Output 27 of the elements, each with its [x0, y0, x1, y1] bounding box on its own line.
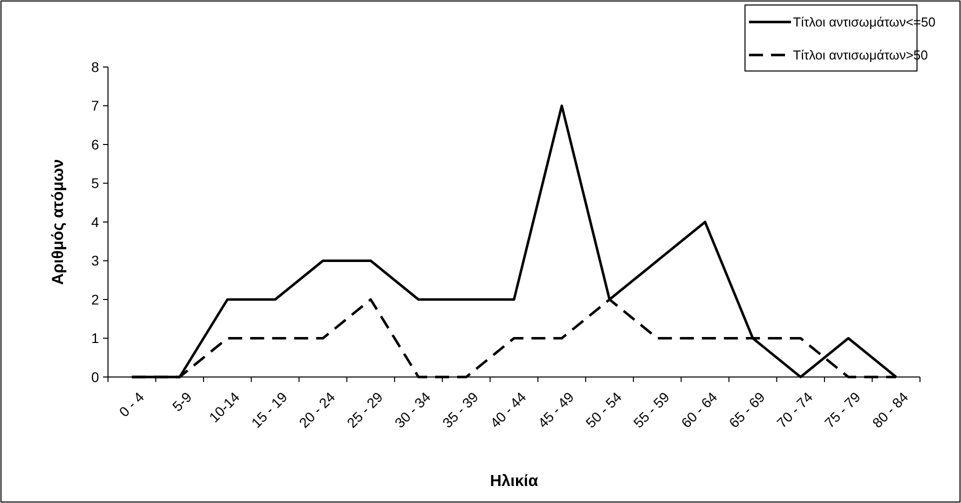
y-tick-label: 8	[91, 58, 100, 75]
y-tick-label: 7	[91, 98, 100, 114]
x-tick-label: 75 - 79	[821, 388, 864, 431]
x-tick-label: 25 - 29	[344, 388, 386, 431]
x-axis-title: Ηλικία	[490, 473, 538, 490]
x-tick-label: 30 - 34	[391, 388, 434, 431]
x-tick-label: 40 - 44	[486, 388, 530, 431]
x-tick-label: 0 - 4	[116, 388, 148, 420]
y-tick-label: 5	[91, 175, 100, 192]
x-tick-label: 5-9	[169, 388, 195, 414]
y-tick-label: 4	[91, 214, 100, 230]
x-tick-label: 45 - 49	[534, 388, 577, 431]
x-tick-label: 20 - 24	[296, 388, 338, 431]
y-tick-label: 2	[91, 291, 100, 308]
x-tick-label: 50 - 54	[582, 388, 625, 431]
x-tick-label: 80 - 84	[869, 388, 912, 431]
y-axis-title: Αριθμός ατόμων	[50, 158, 67, 285]
x-tick-label: 60 - 64	[678, 388, 720, 431]
y-tick-label: 1	[91, 330, 100, 346]
y-tick-label: 6	[91, 136, 100, 152]
y-tick-label: 0	[91, 368, 100, 385]
x-tick-label: 65 - 69	[726, 388, 768, 431]
x-tick-label: 70 - 74	[774, 388, 816, 431]
x-tick-label: 55 - 59	[630, 388, 672, 431]
y-tick-label: 3	[91, 252, 100, 269]
x-tick-label: 35 - 39	[439, 388, 482, 431]
x-tick-label: 15 - 19	[248, 388, 290, 431]
